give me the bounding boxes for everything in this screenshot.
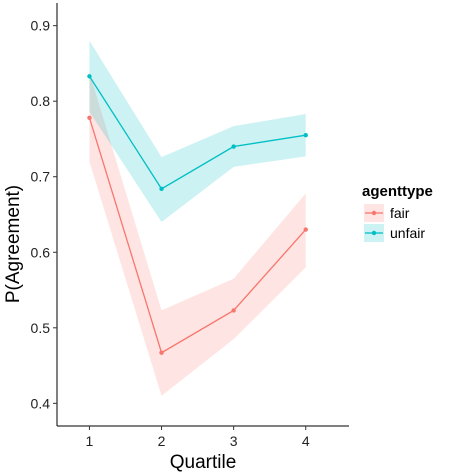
y-tick-label: 0.4	[31, 395, 51, 411]
band-fair	[89, 72, 306, 396]
point-unfair	[159, 186, 164, 192]
line-unfair	[88, 75, 306, 190]
y-tick-label: 0.5	[31, 320, 51, 336]
legend-item-fair: fair	[364, 204, 410, 222]
confidence-bands	[89, 40, 306, 396]
legend-key-point	[371, 210, 377, 216]
x-tick-label: 4	[302, 433, 310, 449]
legend: agenttype fair unfair	[362, 183, 433, 242]
x-tick-label: 1	[86, 433, 94, 449]
legend-title: agenttype	[362, 183, 433, 200]
y-axis-title: P(Agreement)	[3, 185, 24, 303]
legend-label: fair	[390, 205, 410, 221]
x-axis-ticks: 1 2 3 4	[86, 426, 310, 449]
point-unfair	[87, 74, 92, 79]
point-unfair	[303, 132, 308, 138]
line-fair	[88, 117, 307, 354]
y-tick-label: 0.8	[31, 93, 51, 109]
x-tick-label: 2	[158, 433, 166, 449]
point-unfair	[231, 144, 236, 149]
series-lines	[88, 75, 307, 354]
band-unfair	[89, 40, 306, 223]
y-tick-label: 0.9	[31, 18, 51, 34]
point-fair	[87, 115, 92, 121]
legend-item-unfair: unfair	[364, 224, 425, 242]
legend-key-point	[371, 230, 377, 236]
x-axis-title: Quartile	[170, 452, 237, 472]
y-tick-label: 0.6	[31, 244, 51, 260]
point-fair	[303, 227, 308, 232]
point-fair	[159, 350, 164, 355]
point-fair	[231, 308, 236, 313]
y-axis-ticks: 0.4 0.5 0.6 0.7 0.8 0.9	[31, 18, 57, 411]
legend-label: unfair	[390, 225, 425, 241]
series-points	[87, 74, 308, 355]
x-tick-label: 3	[230, 433, 238, 449]
y-tick-label: 0.7	[31, 169, 51, 185]
